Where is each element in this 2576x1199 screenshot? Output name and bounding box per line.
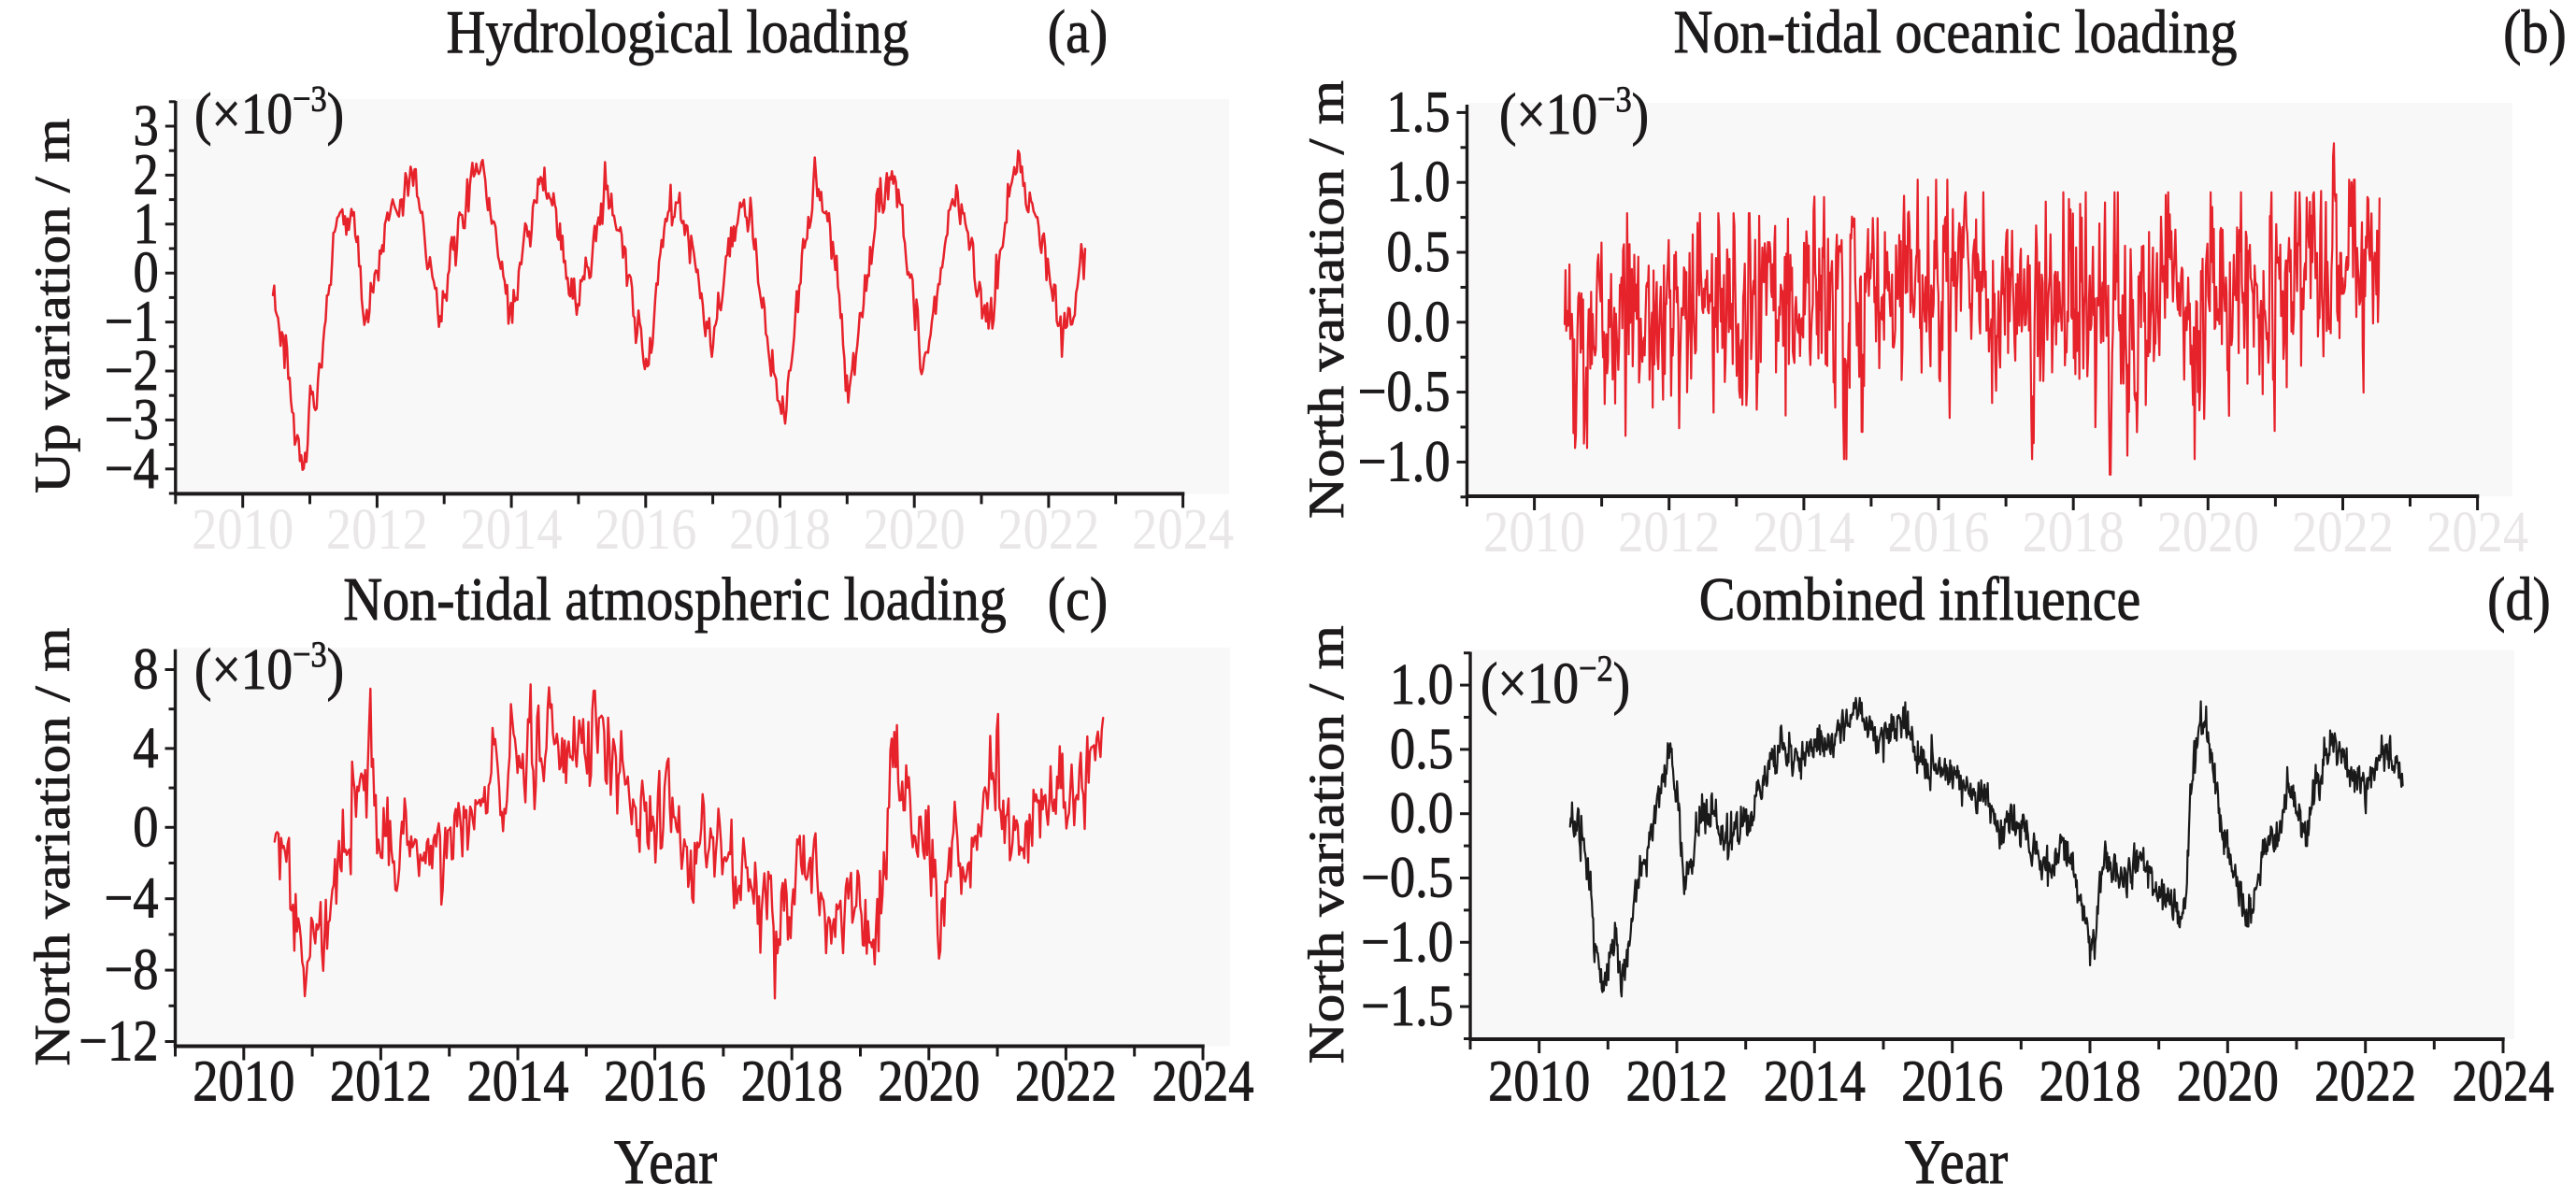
svg-text:2018: 2018 <box>729 497 831 562</box>
svg-text:2014: 2014 <box>466 1049 568 1113</box>
svg-text:Combined influence: Combined influence <box>1699 566 2141 634</box>
svg-text:Hydrological loading: Hydrological loading <box>446 0 909 66</box>
svg-text:−0.5: −0.5 <box>1358 359 1451 423</box>
svg-text:−0.5: −0.5 <box>1361 845 1453 909</box>
svg-text:(a): (a) <box>1048 0 1108 66</box>
svg-text:2014: 2014 <box>1764 1049 1866 1113</box>
svg-text:2022: 2022 <box>1015 1049 1117 1113</box>
svg-text:2018: 2018 <box>2039 1049 2140 1113</box>
svg-text:−4: −4 <box>104 865 158 930</box>
svg-text:−2: −2 <box>105 338 159 403</box>
svg-text:−1.5: −1.5 <box>1361 974 1453 1038</box>
svg-text:0.0: 0.0 <box>1386 290 1450 354</box>
svg-text:Year: Year <box>614 1126 717 1196</box>
svg-text:North variation / m: North variation / m <box>1299 80 1354 519</box>
svg-text:2020: 2020 <box>864 497 966 562</box>
svg-text:North variation / m: North variation / m <box>1299 625 1354 1063</box>
svg-text:2022: 2022 <box>997 497 1099 562</box>
svg-text:0.5: 0.5 <box>1386 220 1450 284</box>
svg-text:0: 0 <box>134 240 159 305</box>
svg-text:2012: 2012 <box>326 497 428 562</box>
svg-text:−1: −1 <box>105 289 159 353</box>
svg-text:−8: −8 <box>104 937 158 1002</box>
svg-text:(b): (b) <box>2503 0 2567 66</box>
svg-text:2022: 2022 <box>2292 500 2394 564</box>
svg-text:2012: 2012 <box>1618 500 1720 564</box>
svg-text:1.0: 1.0 <box>1390 652 1453 717</box>
svg-text:2016: 2016 <box>604 1049 706 1113</box>
svg-text:2: 2 <box>134 142 159 207</box>
svg-text:−1.0: −1.0 <box>1361 909 1453 974</box>
svg-text:−12: −12 <box>79 1008 158 1073</box>
svg-text:1.5: 1.5 <box>1386 79 1450 144</box>
svg-text:(c): (c) <box>1048 566 1108 634</box>
svg-text:2010: 2010 <box>193 1049 294 1113</box>
svg-text:2010: 2010 <box>192 497 293 562</box>
svg-text:2020: 2020 <box>2177 1049 2279 1113</box>
svg-text:Up variation / m: Up variation / m <box>25 119 80 493</box>
svg-text:2020: 2020 <box>878 1049 980 1113</box>
svg-text:2024: 2024 <box>2426 500 2528 564</box>
svg-text:1.0: 1.0 <box>1386 150 1450 214</box>
svg-text:2010: 2010 <box>1483 500 1585 564</box>
svg-text:Non-tidal atmospheric loading: Non-tidal atmospheric loading <box>343 566 1007 634</box>
svg-text:2024: 2024 <box>2452 1049 2554 1113</box>
svg-text:2018: 2018 <box>2023 500 2125 564</box>
svg-text:2020: 2020 <box>2157 500 2259 564</box>
svg-text:4: 4 <box>133 716 158 780</box>
svg-text:2018: 2018 <box>741 1049 843 1113</box>
svg-text:2016: 2016 <box>1901 1049 2003 1113</box>
svg-text:Non-tidal oceanic loading: Non-tidal oceanic loading <box>1673 0 2237 66</box>
svg-text:1: 1 <box>134 192 159 256</box>
svg-text:8: 8 <box>133 636 158 701</box>
svg-text:2014: 2014 <box>461 497 563 562</box>
svg-text:2024: 2024 <box>1132 497 1234 562</box>
svg-text:North variation / m: North variation / m <box>25 628 80 1066</box>
svg-text:Year: Year <box>1905 1126 2008 1196</box>
svg-text:−1.0: −1.0 <box>1358 429 1451 493</box>
svg-text:2016: 2016 <box>1887 500 1989 564</box>
svg-text:2024: 2024 <box>1152 1049 1253 1113</box>
svg-text:2012: 2012 <box>330 1049 432 1113</box>
svg-text:3: 3 <box>134 93 159 158</box>
svg-text:0.0: 0.0 <box>1390 780 1453 845</box>
svg-text:2014: 2014 <box>1753 500 1854 564</box>
svg-text:−4: −4 <box>105 436 159 501</box>
svg-text:−3: −3 <box>105 387 159 451</box>
svg-text:(d): (d) <box>2487 566 2551 634</box>
svg-text:0.5: 0.5 <box>1390 717 1453 781</box>
svg-text:2010: 2010 <box>1488 1049 1590 1113</box>
svg-text:0: 0 <box>133 794 158 859</box>
svg-text:(×10−3): (×10−3) <box>1499 79 1649 147</box>
svg-text:2012: 2012 <box>1625 1049 1727 1113</box>
svg-text:2022: 2022 <box>2314 1049 2416 1113</box>
svg-text:2016: 2016 <box>594 497 696 562</box>
svg-text:(×10−3): (×10−3) <box>194 634 344 702</box>
